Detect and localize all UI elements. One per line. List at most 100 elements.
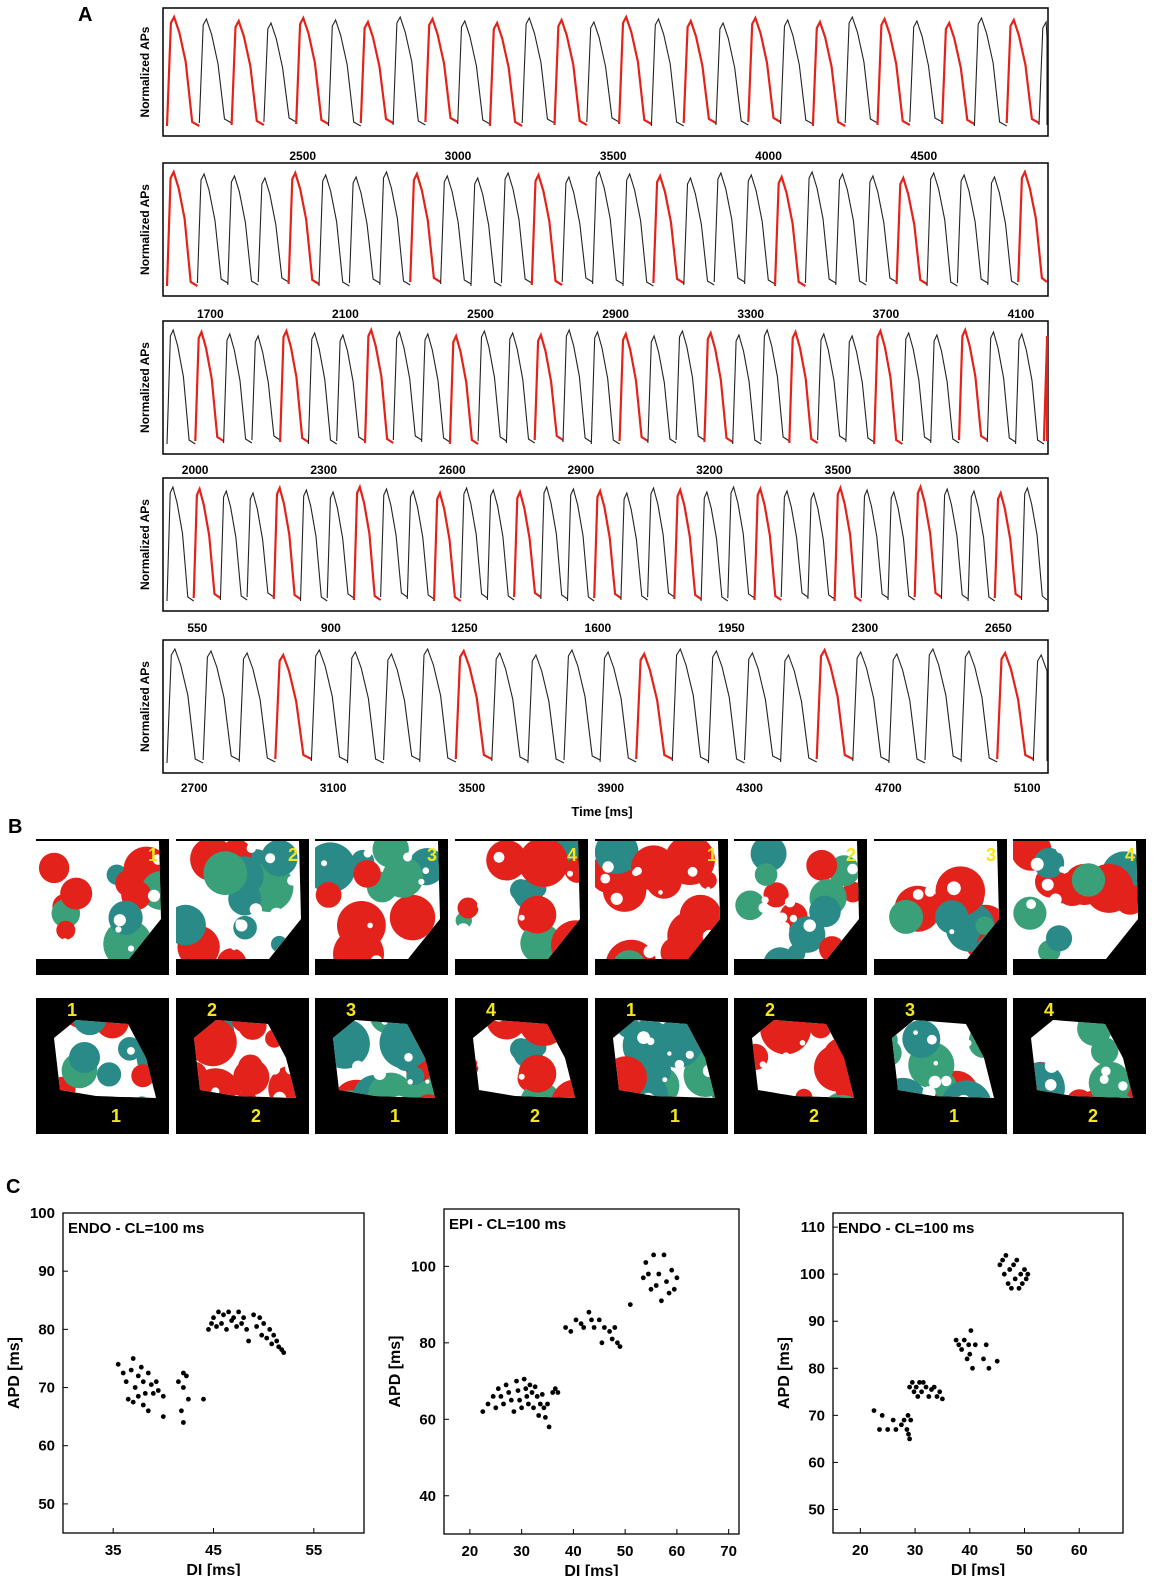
map-patch [892,1077,928,1098]
ap-beat-highlighted [553,17,588,126]
map-speckle [1044,1059,1059,1073]
data-point [981,1356,986,1362]
data-point [905,1413,911,1418]
data-point [254,1324,259,1329]
map-speckle [62,938,68,944]
map-phase-label: 2 [846,845,856,865]
trace-tick-label: 5100 [1014,781,1041,795]
map-speckle [352,1060,365,1073]
trace-tick-label: 2900 [568,463,595,477]
ap-traces: Time [ms] Normalized APs 2500 3000 3500 4000… [138,7,1049,819]
map-patch [510,1038,532,1061]
ap-beat-highlighted [1017,169,1048,283]
data-point [919,1389,924,1395]
ap-beat [743,651,781,761]
ap-beat [505,331,535,444]
data-point [1007,1267,1013,1272]
data-point [913,1384,919,1390]
map-region-label: 2 [251,1106,261,1126]
data-point [589,1317,594,1323]
data-point [1023,1276,1029,1282]
ap-beat [647,334,677,444]
map-patch [315,882,342,908]
y-tick-label: 50 [808,1501,825,1518]
map-speckle [780,922,790,932]
data-point [508,1397,514,1403]
y-tick-label: 100 [411,1258,436,1275]
trace-tick-label: 4700 [875,781,902,795]
ap-beat [238,651,276,763]
data-point [1025,1271,1031,1277]
map-speckle [803,885,811,892]
ap-beat [780,489,809,598]
y-tick-label: 70 [38,1380,55,1397]
data-point [140,1402,146,1408]
map-speckle [637,1031,650,1044]
data-point [142,1391,148,1396]
data-point [511,1409,517,1414]
data-point [920,1380,926,1385]
map-speckle [477,900,487,910]
ap-beat [299,488,328,602]
map-patch [235,1090,258,1098]
data-point [145,1370,151,1376]
ap-beat-highlighted [788,328,819,444]
data-point [908,1417,914,1423]
data-point [515,1388,521,1393]
map-speckle [847,863,858,875]
map-speckle [924,886,936,897]
ap-beat [219,489,248,601]
ap-beat-highlighted [895,175,928,285]
ap-beat [379,170,411,286]
data-point [599,1340,605,1346]
x-tick-label: 50 [617,1543,634,1560]
data-point [216,1309,221,1315]
map-speckle [646,1037,655,1046]
ap-beat-highlighted [876,16,911,126]
ap-beat [346,650,384,764]
data-point [138,1364,144,1370]
data-point [148,1382,154,1387]
map-patch [108,900,143,935]
trace-tick-label: 1700 [197,307,224,321]
map-speckle [104,891,109,897]
data-point [521,1376,527,1382]
map-speckle [367,922,373,929]
data-point [267,1327,273,1332]
x-tick-label: 30 [907,1542,924,1559]
trace-frame [162,162,1049,297]
ap-beat [671,647,709,762]
ap-beat [622,172,654,287]
tissue-region [734,841,859,959]
map-patch [889,899,924,934]
map-patch [518,895,557,934]
ap-beat [590,330,620,445]
map-patch [612,950,647,959]
map-speckle [392,940,398,946]
trace-tick-label: 2600 [439,463,466,477]
plot-frame [62,1212,365,1534]
data-point [646,1271,651,1277]
map-speckle [947,881,961,896]
data-point [640,1275,646,1281]
panel-label-c: C [6,1176,21,1198]
data-point [274,1338,280,1344]
map-speckle [104,894,110,900]
data-point [155,1388,161,1393]
ap-beat-highlighted [618,14,652,125]
map-patch [788,916,826,953]
plot-title: ENDO - CL=100 ms [68,1220,204,1237]
data-point [1003,1253,1009,1258]
trace-tick-label: 3900 [597,781,624,795]
map-row2-frame-2: 22 [176,998,309,1134]
tissue-region [455,841,580,959]
ap-beat [888,652,926,764]
map-patch [902,1020,941,1058]
map-speckle [76,863,84,871]
data-point [145,1408,151,1414]
data-point [940,1396,945,1402]
data-point [923,1384,929,1390]
map-region-label: 1 [670,1106,680,1126]
data-point [591,1325,597,1330]
map-phase-label: 1 [67,1000,77,1020]
